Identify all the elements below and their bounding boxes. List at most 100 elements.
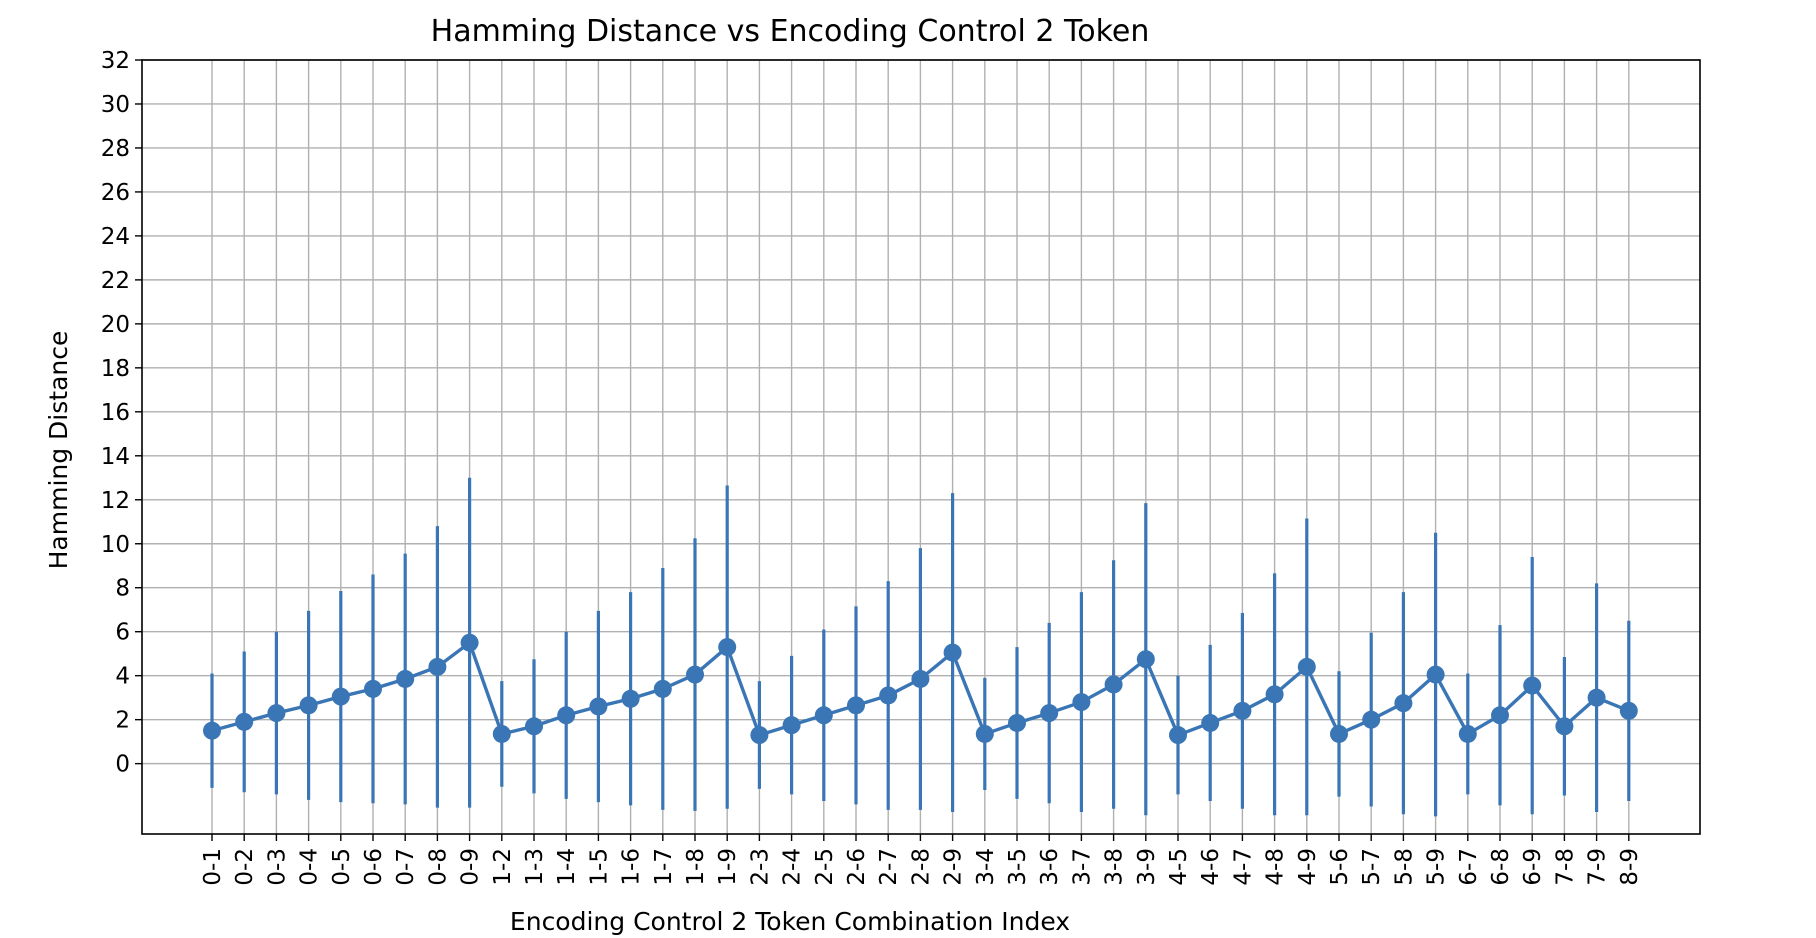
y-tick-label: 14 — [101, 444, 130, 470]
x-tick-label: 5-6 — [1327, 848, 1353, 886]
x-tick-label: 3-9 — [1134, 848, 1160, 886]
y-tick-label: 30 — [101, 92, 130, 118]
y-tick-label: 24 — [101, 224, 130, 250]
x-tick-label: 2-4 — [780, 848, 806, 886]
x-tick-label: 2-6 — [844, 848, 870, 886]
x-tick-label: 1-2 — [490, 848, 516, 886]
data-point — [847, 696, 865, 715]
x-tick-label: 0-2 — [232, 848, 258, 886]
x-tick-label: 0-1 — [200, 848, 226, 886]
data-point — [1555, 717, 1574, 736]
data-point — [943, 643, 962, 662]
data-point — [621, 689, 640, 708]
y-axis-title: Hamming Distance — [44, 331, 73, 570]
data-point — [460, 633, 479, 652]
x-tick-label: 4-5 — [1166, 848, 1192, 886]
x-tick-label: 1-4 — [554, 848, 580, 886]
data-point — [1362, 710, 1381, 729]
x-tick-label: 1-8 — [683, 848, 709, 886]
data-point — [299, 696, 318, 715]
data-point — [396, 669, 415, 688]
y-tick-label: 0 — [115, 752, 130, 778]
x-tick-label: 0-9 — [458, 848, 484, 886]
x-tick-label: 3-4 — [973, 848, 999, 886]
x-tick-label: 2-5 — [812, 848, 838, 886]
data-point — [589, 697, 608, 716]
x-tick-label: 0-6 — [361, 848, 387, 886]
x-tick-label: 6-9 — [1520, 848, 1546, 886]
data-point — [428, 657, 447, 676]
x-tick-label: 2-3 — [747, 848, 773, 886]
x-tick-label: 2-9 — [941, 848, 967, 886]
y-tick-label: 22 — [101, 268, 130, 294]
data-point — [235, 712, 254, 731]
x-tick-label: 3-5 — [1005, 848, 1031, 886]
data-point — [525, 717, 543, 736]
x-axis-title: Encoding Control 2 Token Combination Ind… — [510, 907, 1070, 936]
x-tick-label: 8-9 — [1617, 848, 1643, 886]
data-point — [1426, 665, 1445, 684]
data-point — [557, 706, 576, 725]
x-tick-label: 6-7 — [1456, 848, 1482, 886]
x-tick-label: 2-7 — [876, 848, 902, 886]
y-tick-label: 32 — [101, 48, 130, 74]
x-tick-label: 6-8 — [1488, 848, 1514, 886]
x-tick-label: 4-6 — [1198, 848, 1224, 886]
y-tick-label: 20 — [101, 312, 130, 338]
data-point — [1523, 676, 1542, 695]
data-point — [1265, 685, 1284, 704]
data-point — [911, 669, 930, 688]
data-point — [782, 716, 801, 735]
data-point — [203, 721, 221, 740]
data-point — [1201, 713, 1220, 732]
data-point — [1619, 701, 1638, 720]
y-tick-label: 18 — [101, 356, 130, 382]
x-tick-label: 4-8 — [1263, 848, 1289, 886]
y-tick-label: 28 — [101, 136, 130, 162]
x-tick-label: 3-6 — [1037, 848, 1063, 886]
x-tick-label: 5-8 — [1391, 848, 1417, 886]
data-series — [203, 477, 1638, 817]
y-tick-label: 4 — [115, 664, 130, 690]
x-tick-label: 0-8 — [425, 848, 451, 886]
y-tick-label: 6 — [115, 620, 130, 646]
data-point — [653, 679, 672, 698]
x-tick-label: 0-4 — [297, 848, 323, 886]
x-tick-label: 3-8 — [1102, 848, 1128, 886]
x-tick-label: 2-8 — [908, 848, 934, 886]
data-point — [1008, 713, 1026, 732]
data-point — [1104, 675, 1123, 694]
y-tick-label: 16 — [101, 400, 130, 426]
x-tick-label: 0-7 — [393, 848, 419, 886]
x-tick-label: 1-9 — [715, 848, 741, 886]
data-point — [1297, 657, 1316, 676]
x-tick-label: 4-9 — [1295, 848, 1321, 886]
data-point — [1458, 724, 1477, 743]
x-tick-label: 1-6 — [619, 848, 645, 886]
x-tick-label: 5-9 — [1424, 848, 1450, 886]
y-tick-label: 10 — [101, 532, 130, 558]
data-point — [331, 687, 350, 706]
x-tick-label: 4-7 — [1230, 848, 1256, 886]
y-tick-label: 8 — [115, 576, 130, 602]
data-point — [1233, 701, 1252, 720]
data-point — [1394, 694, 1413, 713]
x-tick-label: 7-8 — [1552, 848, 1578, 886]
data-point — [1491, 706, 1509, 725]
data-point — [750, 726, 769, 745]
y-tick-label: 2 — [115, 708, 130, 734]
data-point — [492, 724, 511, 743]
data-point — [686, 665, 704, 684]
chart-title: Hamming Distance vs Encoding Control 2 T… — [431, 14, 1150, 49]
x-tick-label: 1-3 — [522, 848, 548, 886]
data-point — [1040, 704, 1059, 723]
data-point — [267, 704, 286, 723]
x-tick-label: 7-9 — [1585, 848, 1611, 886]
y-tick-label: 26 — [101, 180, 130, 206]
x-tick-label: 0-3 — [264, 848, 290, 886]
x-tick-label: 0-5 — [329, 848, 355, 886]
data-point — [364, 679, 382, 698]
x-tick-label: 1-7 — [651, 848, 677, 886]
